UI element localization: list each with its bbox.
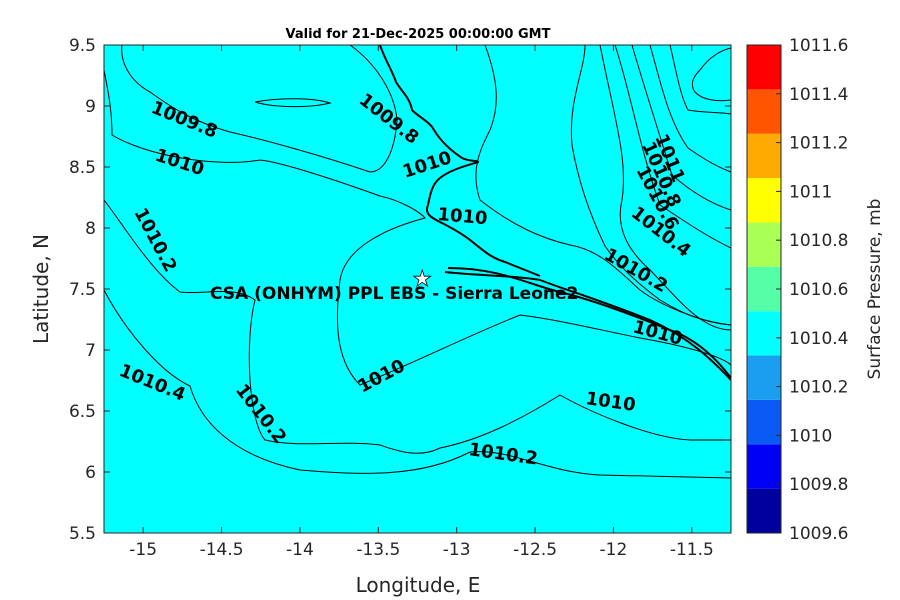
y-axis: 9.5 9 8.5 8 7.5 7 6.5 6 5.5 — [69, 36, 731, 544]
band-1010 — [104, 45, 731, 454]
y-tick-label: 5.5 — [69, 524, 96, 544]
colorbar-tick-label: 1009.8 — [789, 475, 848, 495]
y-tick-label: 9.5 — [69, 36, 96, 56]
band-east-1011.2 — [669, 45, 731, 115]
colorbar-segment — [747, 488, 781, 533]
y-tick-label: 9 — [85, 97, 96, 117]
colorbar-tick-label: 1010.4 — [789, 329, 848, 349]
colorbar-segment — [747, 133, 781, 179]
colorbar-segment — [747, 399, 781, 445]
y-tick-label: 6 — [85, 463, 96, 483]
pressure-map — [104, 45, 731, 533]
coastline-south — [447, 267, 731, 379]
colorbar-segment — [747, 222, 781, 267]
y-tick-label: 8 — [85, 219, 96, 239]
band-1010.4 — [104, 45, 731, 533]
colorbar-tick-label: 1009.6 — [789, 524, 848, 544]
x-tick-label: -11.5 — [670, 540, 714, 560]
colorbar-label: Surface Pressure, mb — [865, 199, 885, 380]
coastline — [379, 45, 541, 277]
x-tick-label: -14.5 — [200, 540, 244, 560]
colorbar-segment — [747, 266, 781, 312]
x-tick-label: -14 — [286, 540, 314, 560]
colorbar-tick-label: 1011.6 — [789, 36, 848, 56]
colorbar-segment — [747, 444, 781, 489]
y-tick-label: 7 — [85, 341, 96, 361]
colorbar-segment — [747, 45, 781, 90]
band-1010.2 — [104, 45, 731, 479]
colorbar-tick-label: 1010.8 — [789, 231, 848, 251]
colorbar: 1011.6 1011.4 1011.2 1011 1010.8 1010.6 1010.4… — [746, 36, 848, 544]
band-east-1011 — [649, 45, 731, 173]
site-label: CSA (ONHYM) PPL EBS - Sierra Leone2 — [210, 284, 578, 304]
colorbar-segment — [747, 311, 781, 356]
y-tick-label: 8.5 — [69, 158, 96, 178]
x-tick-label: -13.5 — [356, 540, 400, 560]
band-1009.8 — [104, 45, 731, 386]
colorbar-tick-label: 1010 — [789, 426, 832, 446]
y-tick-label: 6.5 — [69, 402, 96, 422]
colorbar-tick-label: 1011.4 — [789, 85, 848, 105]
colorbar-segment — [747, 178, 781, 223]
colorbar-tick-label: 1010.6 — [789, 280, 848, 300]
x-tick-label: -12.5 — [513, 540, 557, 560]
colorbar-tick-label: 1011.2 — [789, 134, 848, 154]
band-east-1010.6 — [614, 45, 731, 249]
band-east-1011.4 — [691, 47, 731, 102]
x-tick-label: -15 — [129, 540, 157, 560]
x-tick-label: -12 — [600, 540, 628, 560]
y-tick-label: 7.5 — [69, 280, 96, 300]
colorbar-segment — [747, 355, 781, 400]
band-east-1010.8 — [631, 45, 731, 211]
y-axis-label: Latitude, N — [29, 234, 53, 344]
colorbar-segment — [747, 89, 781, 134]
colorbar-tick-label: 1011 — [789, 182, 832, 202]
map-title: Valid for 21-Dec-2025 00:00:00 GMT — [286, 27, 551, 42]
contour-label: 1010 — [437, 204, 489, 229]
site-star-icon: ★ — [412, 267, 432, 292]
coastline-estuary — [444, 271, 731, 381]
colorbar-tick-label: 1010.2 — [789, 378, 848, 398]
x-tick-label: -13 — [443, 540, 471, 560]
isoline-island — [254, 98, 332, 108]
x-axis: -15 -14.5 -14 -13.5 -13 -12.5 -12 -11.5 — [129, 45, 714, 560]
x-axis-label: Longitude, E — [356, 573, 481, 597]
band-1009.6 — [121, 45, 398, 173]
